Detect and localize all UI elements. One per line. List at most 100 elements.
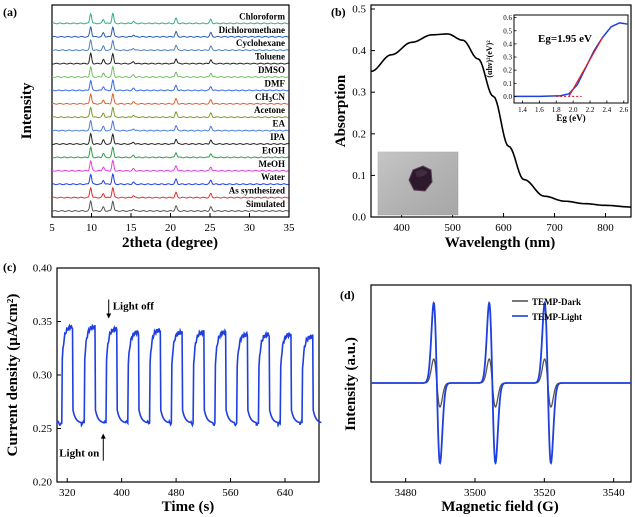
panel-d-legend: TEMP-Dark TEMP-Light bbox=[512, 297, 582, 322]
inset-xtick-label: 1.8 bbox=[552, 106, 561, 114]
d-xtick-label: 3520 bbox=[533, 487, 556, 499]
d-xtick-label: 3500 bbox=[464, 487, 487, 499]
xrd-label: Acetone bbox=[254, 105, 285, 115]
b-ytick-label: 0.2 bbox=[352, 128, 366, 140]
light-on-arrowhead bbox=[100, 433, 106, 439]
xrd-label: Simulated bbox=[246, 199, 285, 209]
xrd-series-simulated bbox=[51, 199, 289, 212]
inset-x-ticks: 1.4 1.6 1.8 2.0 2.2 2.4 2.6 bbox=[518, 100, 629, 114]
panel-c-xlabel: Time (s) bbox=[162, 499, 215, 515]
inset-ytick-label: 0.6 bbox=[503, 14, 512, 22]
xrd-label: Toluene bbox=[255, 52, 285, 62]
panel-c-label: (c) bbox=[3, 260, 16, 274]
panel-b-frame bbox=[370, 4, 632, 218]
c-xtick-label: 480 bbox=[168, 487, 185, 499]
panel-a-ylabel: Intensity bbox=[19, 82, 35, 139]
inset-ytick-label: 0.4 bbox=[503, 40, 512, 48]
xrd-series-chloroform bbox=[51, 12, 289, 25]
c-xtick-label: 640 bbox=[277, 487, 294, 499]
light-on-label: Light on bbox=[59, 448, 99, 460]
a-xtick-label: 15 bbox=[126, 222, 138, 234]
c-ytick-label: 0.25 bbox=[33, 423, 53, 435]
b-xtick-label: 600 bbox=[495, 222, 512, 234]
inset-ytick-label: 0.1 bbox=[503, 80, 512, 88]
inset-ytick-label: 0.2 bbox=[503, 67, 512, 75]
b-xtick-label: 500 bbox=[444, 222, 461, 234]
panel-a-label: (a) bbox=[3, 5, 17, 19]
panel-a-plot-area: Simulated As synthesized Water MeOH EtOH IPA E… bbox=[51, 11, 289, 212]
inset-xtick-label: 2.4 bbox=[603, 106, 612, 114]
inset-xtick-label: 1.4 bbox=[518, 106, 527, 114]
panel-d-ylabel: Intensity (a.u.) bbox=[343, 337, 359, 431]
xrd-label: EtOH bbox=[262, 145, 285, 155]
xrd-series-etoh bbox=[51, 145, 289, 159]
panel-d-plot-area bbox=[371, 301, 631, 465]
c-xtick-label: 560 bbox=[222, 487, 239, 499]
xrd-label: As synthesized bbox=[229, 186, 285, 196]
d-xtick-label: 3480 bbox=[395, 487, 418, 499]
epr-series-temp-light bbox=[371, 301, 631, 465]
bandgap-annotation: Eg=1.95 eV bbox=[538, 33, 592, 45]
panel-b-xlabel: Wavelength (nm) bbox=[445, 235, 555, 251]
inset-ylabel: (αhν)²(eV)² bbox=[485, 40, 494, 78]
panel-a-x-ticks: 5 10 15 20 25 30 35 bbox=[49, 213, 295, 234]
panel-c-y-ticks: 0.20 0.25 0.30 0.35 0.40 bbox=[33, 263, 61, 489]
tauc-inset: 1.4 1.6 1.8 2.0 2.2 2.4 2.6 0.0 0.1 0.2 0.3 0.4 0.5… bbox=[485, 14, 629, 123]
xrd-label: Dichloromethane bbox=[219, 25, 285, 35]
panel-b-ylabel: Absorption bbox=[333, 74, 349, 147]
inset-y-ticks: 0.0 0.1 0.2 0.3 0.4 0.5 0.6 bbox=[503, 14, 517, 101]
c-xtick-label: 320 bbox=[59, 487, 76, 499]
xrd-series-ipa bbox=[51, 132, 289, 145]
panel-b: (b) 400 500 600 700 800 0.0 0.1 0.2 0.3 0.4 0.5 W… bbox=[331, 4, 632, 251]
panel-d-label: (d) bbox=[340, 288, 355, 302]
a-xtick-label: 25 bbox=[205, 222, 217, 234]
c-ytick-label: 0.35 bbox=[33, 316, 53, 328]
a-xtick-label: 35 bbox=[284, 222, 296, 234]
panel-a-xlabel: 2theta (degree) bbox=[122, 235, 218, 251]
light-off-arrowhead bbox=[106, 313, 112, 319]
panel-c-annotations: Light off Light on bbox=[59, 299, 155, 461]
xrd-label: DMSO bbox=[258, 65, 285, 75]
xrd-series-toluene bbox=[51, 52, 289, 65]
panel-b-label: (b) bbox=[331, 5, 346, 19]
xrd-label: Chloroform bbox=[239, 11, 285, 21]
panel-d-x-ticks: 3480 3500 3520 3540 bbox=[395, 478, 625, 499]
xrd-label: CH3CN bbox=[255, 92, 285, 104]
panel-c: (c) 320 400 480 560 640 0.20 0.25 0.30 0.35 0.40… bbox=[3, 260, 322, 515]
b-xtick-label: 700 bbox=[546, 222, 563, 234]
b-xtick-label: 400 bbox=[393, 222, 410, 234]
xrd-series-ch3cn bbox=[51, 92, 289, 105]
tauc-fit-line bbox=[568, 37, 604, 97]
panel-c-x-ticks: 320 400 480 560 640 bbox=[59, 478, 294, 499]
crystal-photo bbox=[377, 151, 459, 216]
inset-ytick-label: 0.3 bbox=[503, 54, 512, 62]
inset-xlabel: Eg (eV) bbox=[556, 113, 585, 123]
panel-d-xlabel: Magnetic field (G) bbox=[441, 499, 558, 515]
light-off-label: Light off bbox=[113, 301, 155, 313]
c-ytick-label: 0.20 bbox=[33, 477, 53, 489]
a-xtick-label: 30 bbox=[244, 222, 256, 234]
xrd-label: MeOH bbox=[259, 159, 286, 169]
b-ytick-label: 0.4 bbox=[352, 45, 366, 57]
inset-xtick-label: 1.6 bbox=[535, 106, 544, 114]
panel-a: (a) Simulated As synthesized Water MeOH EtOH… bbox=[3, 4, 295, 251]
panel-d: (d) 3480 3500 3520 3540 TEMP-Dark TEMP-Ligh… bbox=[340, 284, 632, 515]
inset-xtick-label: 2.0 bbox=[569, 106, 578, 114]
legend-label-dark: TEMP-Dark bbox=[532, 297, 581, 307]
panel-b-y-ticks: 0.0 0.1 0.2 0.3 0.4 0.5 bbox=[352, 4, 375, 224]
xrd-series-as-synthesized bbox=[51, 186, 289, 199]
a-xtick-label: 20 bbox=[165, 222, 177, 234]
a-xtick-label: 5 bbox=[49, 222, 55, 234]
inset-ytick-label: 0.5 bbox=[503, 27, 512, 35]
b-ytick-label: 0.0 bbox=[352, 212, 366, 224]
inset-ytick-label: 0.0 bbox=[503, 93, 512, 101]
photocurrent-curve bbox=[56, 323, 322, 428]
b-ytick-label: 0.5 bbox=[352, 4, 366, 16]
inset-xtick-label: 2.2 bbox=[586, 106, 595, 114]
c-xtick-label: 400 bbox=[113, 487, 130, 499]
xrd-series-acetone bbox=[51, 106, 289, 119]
xrd-series-water bbox=[51, 172, 289, 186]
b-ytick-label: 0.1 bbox=[352, 170, 366, 182]
legend-label-light: TEMP-Light bbox=[532, 312, 582, 322]
